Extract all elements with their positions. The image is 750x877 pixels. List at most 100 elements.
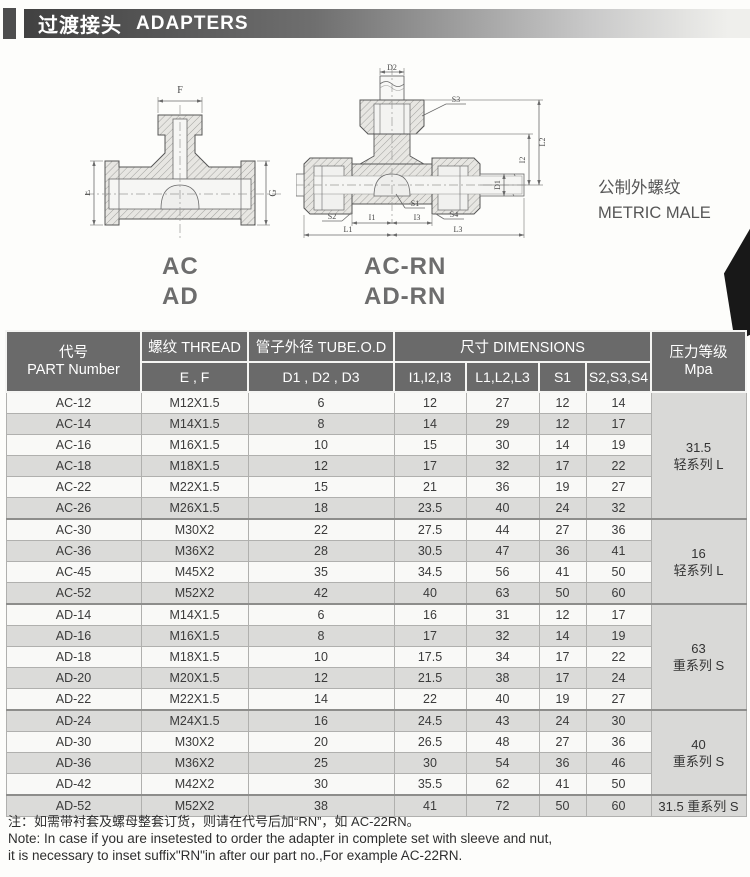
cell-i123: 21.5 bbox=[393, 667, 467, 689]
cell-l123: 40 bbox=[465, 497, 540, 520]
cell-s234: 19 bbox=[585, 434, 652, 456]
cell-s1: 17 bbox=[538, 646, 587, 668]
cell-thread: M12X1.5 bbox=[140, 391, 249, 414]
cell-s234: 14 bbox=[585, 391, 652, 414]
cell-tube: 38 bbox=[247, 794, 395, 817]
cell-i123: 26.5 bbox=[393, 731, 467, 753]
cell-i123: 30 bbox=[393, 752, 467, 774]
cell-s1: 14 bbox=[538, 625, 587, 647]
cell-i123: 12 bbox=[393, 391, 467, 414]
cell-i123: 17 bbox=[393, 625, 467, 647]
table-row: AC-52 M52X2 42 40 63 50 60 bbox=[5, 582, 746, 605]
cell-part: AC-12 bbox=[5, 391, 142, 414]
tee-assembly-section bbox=[296, 75, 525, 215]
footnote-en-2: it is necessary to inset suffix"RN"in af… bbox=[8, 848, 463, 863]
pressure-group-cell: 31.5 重系列 S bbox=[650, 794, 747, 817]
cell-part: AD-18 bbox=[5, 646, 142, 668]
table-row: AD-22 M22X1.5 14 22 40 19 27 bbox=[5, 688, 746, 711]
table-row: AD-52 M52X2 38 41 72 50 60 31.5 重系列 S bbox=[5, 794, 747, 817]
drawing-ac-ad: F E G bbox=[85, 85, 281, 241]
cell-s1: 24 bbox=[538, 709, 587, 732]
dim-label-d2: D2 bbox=[387, 63, 397, 72]
cell-part: AD-22 bbox=[5, 688, 142, 711]
dim-label-i2: I2 bbox=[518, 157, 527, 164]
dim-d2: D2 bbox=[379, 63, 405, 75]
cell-s1: 27 bbox=[538, 731, 587, 753]
cell-thread: M18X1.5 bbox=[140, 646, 249, 668]
cell-i123: 15 bbox=[393, 434, 467, 456]
cell-s234: 36 bbox=[585, 518, 652, 541]
table-body: AC-12 M12X1.5 6 12 27 12 14 31.5 轻系列 L AC-14 M14X1… bbox=[5, 391, 747, 817]
cell-part: AC-52 bbox=[5, 582, 142, 605]
cell-i123: 17 bbox=[393, 455, 467, 477]
cell-i123: 41 bbox=[393, 794, 467, 817]
cell-thread: M24X1.5 bbox=[140, 709, 249, 732]
cell-tube: 10 bbox=[247, 646, 395, 668]
cell-i123: 21 bbox=[393, 476, 467, 498]
caption-ad-rn: AD-RN bbox=[364, 283, 447, 310]
col-header-pressure-zh: 压力等级 bbox=[669, 344, 728, 361]
cell-tube: 6 bbox=[247, 603, 395, 626]
cell-l123: 44 bbox=[465, 518, 540, 541]
cell-s1: 19 bbox=[538, 688, 587, 711]
cell-tube: 8 bbox=[247, 413, 395, 435]
dim-g: G bbox=[257, 160, 279, 226]
dim-s2: S2 bbox=[322, 212, 351, 222]
col-header-part-zh: 代号 bbox=[59, 344, 88, 361]
cell-s1: 17 bbox=[538, 667, 587, 689]
cell-part: AD-24 bbox=[5, 709, 142, 732]
cell-l123: 47 bbox=[465, 540, 540, 562]
col-subheader-l123: L1,L2,L3 bbox=[465, 361, 540, 393]
cell-s234: 50 bbox=[585, 773, 652, 796]
cell-tube: 16 bbox=[247, 709, 395, 732]
cell-part: AC-18 bbox=[5, 455, 142, 477]
cell-s234: 41 bbox=[585, 540, 652, 562]
dim-label-f: F bbox=[177, 85, 183, 96]
cell-tube: 8 bbox=[247, 625, 395, 647]
drawing-ac-rn-ad-rn: D2 S3 L2 I2 D1 S1 S2 bbox=[296, 63, 547, 238]
col-header-tube: 管子外径 TUBE.O.D bbox=[247, 330, 395, 363]
cell-i123: 17.5 bbox=[393, 646, 467, 668]
cell-s1: 24 bbox=[538, 497, 587, 520]
cell-l123: 32 bbox=[465, 625, 540, 647]
cell-tube: 22 bbox=[247, 518, 395, 541]
footnote-zh: 注：如需带衬套及螺母整套订货，则请在代号后加“RN”，如 AC-22RN。 bbox=[8, 814, 420, 829]
col-header-part: 代号 PART Number bbox=[5, 330, 142, 393]
cell-tube: 30 bbox=[247, 773, 395, 796]
cell-thread: M30X2 bbox=[140, 518, 249, 541]
cell-thread: M36X2 bbox=[140, 540, 249, 562]
cell-l123: 43 bbox=[465, 709, 540, 732]
cell-thread: M22X1.5 bbox=[140, 688, 249, 711]
cell-l123: 48 bbox=[465, 731, 540, 753]
cell-i123: 23.5 bbox=[393, 497, 467, 520]
cell-thread: M36X2 bbox=[140, 752, 249, 774]
cell-tube: 20 bbox=[247, 731, 395, 753]
footnotes: 注：如需带衬套及螺母整套订货，则请在代号后加“RN”，如 AC-22RN。 No… bbox=[8, 813, 552, 864]
dim-s1: S1 bbox=[395, 193, 425, 209]
cell-s234: 60 bbox=[585, 794, 652, 817]
caption-ac-rn: AC-RN bbox=[364, 253, 447, 280]
cell-tube: 6 bbox=[247, 391, 395, 414]
cell-part: AD-36 bbox=[5, 752, 142, 774]
thread-type-zh: 公制外螺纹 bbox=[598, 179, 681, 197]
cell-l123: 38 bbox=[465, 667, 540, 689]
cell-part: AC-45 bbox=[5, 561, 142, 583]
cell-thread: M14X1.5 bbox=[140, 413, 249, 435]
cell-s1: 19 bbox=[538, 476, 587, 498]
cell-part: AC-36 bbox=[5, 540, 142, 562]
table-row: AD-14 M14X1.5 6 16 31 12 17 63 重系列 S bbox=[5, 603, 747, 711]
cell-s234: 32 bbox=[585, 497, 652, 520]
cell-l123: 29 bbox=[465, 413, 540, 435]
table-row: AD-16 M16X1.5 8 17 32 14 19 bbox=[5, 625, 746, 647]
cell-l123: 56 bbox=[465, 561, 540, 583]
cell-s234: 36 bbox=[585, 731, 652, 753]
cell-i123: 24.5 bbox=[393, 709, 467, 732]
cell-thread: M16X1.5 bbox=[140, 625, 249, 647]
cell-part: AD-20 bbox=[5, 667, 142, 689]
dim-i2: I2 bbox=[518, 133, 531, 186]
cell-part: AD-30 bbox=[5, 731, 142, 753]
cell-s1: 12 bbox=[538, 603, 587, 626]
title-bar: 过渡接头 ADAPTERS bbox=[24, 9, 750, 38]
parts-table-wrap: 代号 PART Number 螺纹 THREAD 管子外径 TUBE.O.D 尺… bbox=[5, 330, 747, 817]
cell-l123: 62 bbox=[465, 773, 540, 796]
